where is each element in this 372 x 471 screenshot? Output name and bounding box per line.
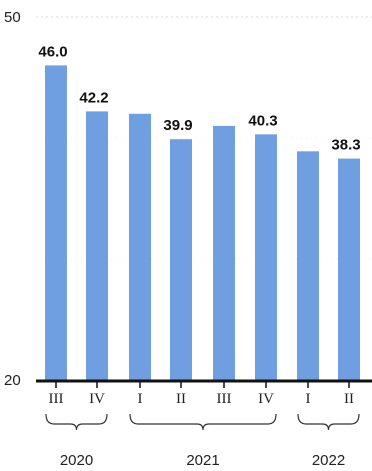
data-label: 42.2 — [79, 89, 108, 106]
bar — [86, 111, 108, 380]
x-tick-label: III — [49, 391, 64, 407]
bar — [338, 158, 360, 380]
x-tick-label: IV — [89, 391, 105, 407]
x-tick-label: I — [138, 391, 143, 407]
x-tick-label: IV — [258, 391, 274, 407]
x-tick-label: I — [306, 391, 311, 407]
year-bracket — [45, 413, 108, 431]
bar — [129, 113, 151, 381]
bar — [297, 151, 319, 380]
bars — [45, 65, 360, 381]
bar — [255, 134, 277, 380]
data-label: 38.3 — [331, 137, 360, 154]
year-label: 2021 — [186, 452, 219, 469]
bar — [170, 139, 192, 380]
value-labels: 46.0 42.2 39.9 40.3 38.3 — [38, 43, 360, 153]
data-label: 40.3 — [248, 112, 277, 129]
bar — [45, 65, 67, 381]
y-tick-label: 20 — [4, 372, 21, 389]
x-tick-label: III — [217, 391, 232, 407]
data-label: 39.9 — [163, 117, 192, 134]
year-label: 2022 — [312, 452, 345, 469]
bar — [213, 125, 235, 381]
data-label: 46.0 — [38, 43, 67, 60]
year-bracket — [297, 413, 360, 431]
x-tick-label: II — [344, 391, 354, 407]
year-bracket — [129, 413, 277, 431]
y-tick-label: 50 — [4, 9, 21, 26]
year-label: 2020 — [60, 452, 93, 469]
x-tick-label: II — [176, 391, 186, 407]
